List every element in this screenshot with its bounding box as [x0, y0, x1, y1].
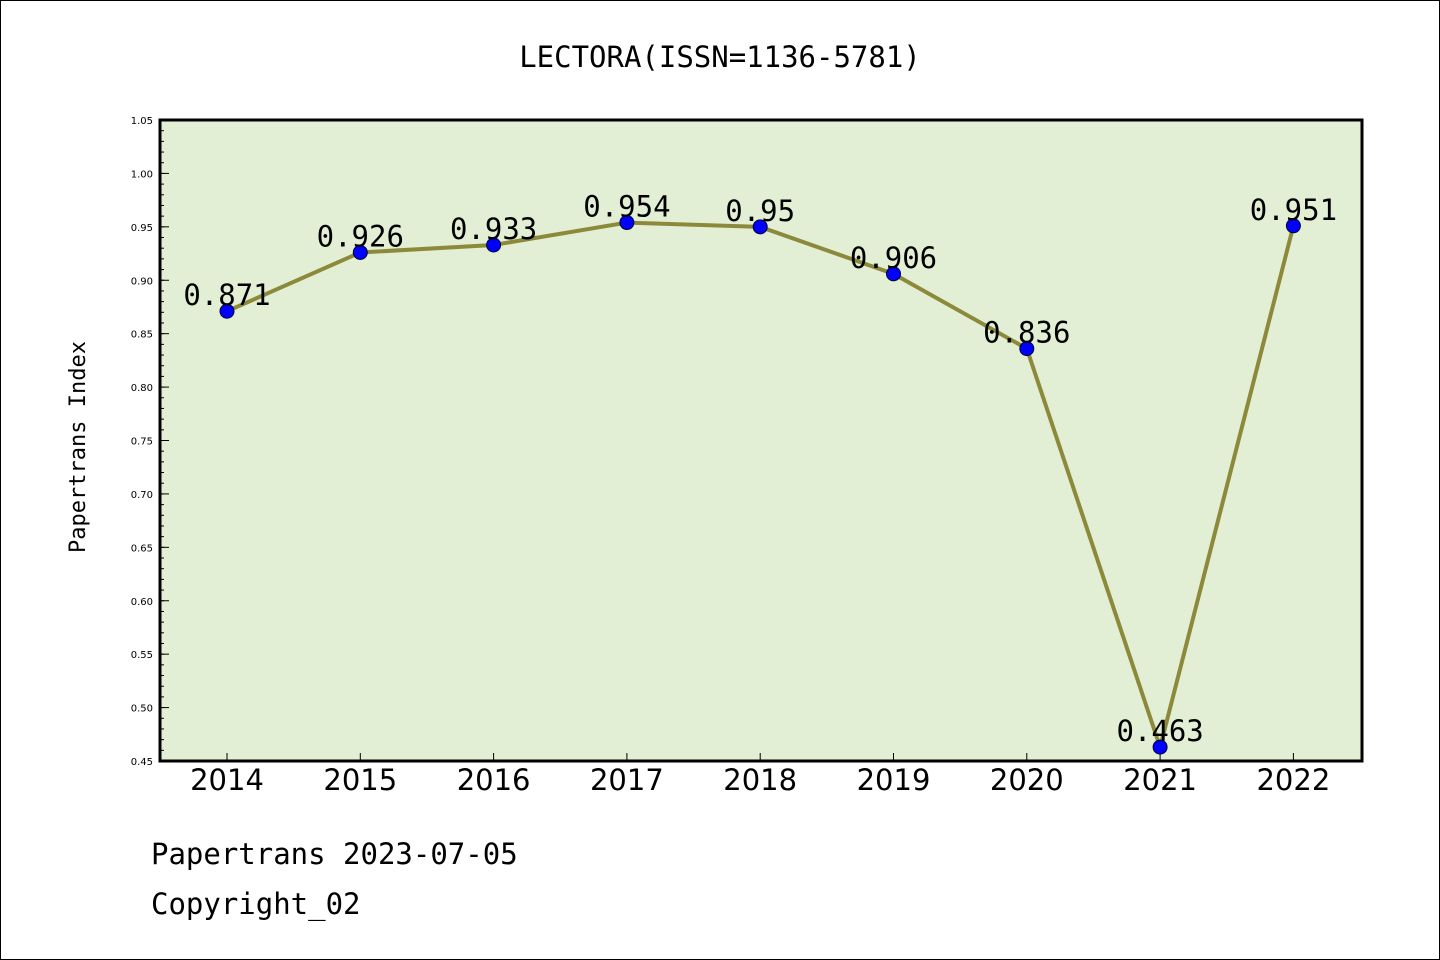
data-label: 0.926 — [317, 219, 404, 253]
x-tick-label: 2021 — [1123, 763, 1197, 797]
data-label: 0.836 — [983, 316, 1070, 350]
data-point — [1152, 739, 1168, 755]
y-tick-label: 0.95 — [131, 223, 153, 234]
data-label: 0.954 — [583, 190, 670, 224]
data-label: 0.906 — [850, 241, 937, 275]
data-label: 0.933 — [450, 212, 537, 246]
footer-date: Papertrans 2023-07-05 — [151, 837, 518, 871]
data-point — [486, 237, 502, 253]
y-tick-label: 0.50 — [131, 704, 153, 715]
y-tick-label: 0.65 — [131, 543, 153, 554]
data-label: 0.463 — [1116, 714, 1203, 748]
x-tick-label: 2018 — [723, 763, 797, 797]
x-tick-label: 2017 — [590, 763, 664, 797]
data-point — [352, 244, 368, 260]
y-tick-label: 0.80 — [131, 383, 153, 394]
x-tick-label: 2020 — [990, 763, 1064, 797]
y-tick-label: 0.85 — [131, 330, 153, 341]
data-labels: 0.871 0.926 0.933 0.954 0.95 0.906 0.836 0.463 0… — [183, 190, 1337, 749]
data-label: 0.951 — [1250, 193, 1337, 227]
y-tick-label: 0.70 — [131, 490, 153, 501]
data-point — [1285, 218, 1301, 234]
y-tick-label: 0.90 — [131, 276, 153, 287]
y-tick-label: 0.55 — [131, 650, 153, 661]
chart-title: LECTORA(ISSN=1136-5781) — [519, 40, 921, 74]
data-point — [1019, 341, 1035, 357]
data-label: 0.871 — [183, 278, 270, 312]
y-tick-label: 0.45 — [131, 757, 153, 768]
y-axis-ticks: 0.45 0.50 0.55 0.60 0.65 0.70 0.75 0.80 0.85 0.90… — [131, 116, 169, 768]
x-axis-ticks: 2014 2015 2016 2017 2018 2019 2020 2021 2022 — [190, 753, 1330, 797]
data-markers — [219, 215, 1301, 755]
x-tick-label: 2019 — [857, 763, 931, 797]
x-tick-label: 2015 — [323, 763, 397, 797]
y-axis-label: Papertrans Index — [66, 341, 91, 553]
data-label: 0.95 — [725, 194, 795, 228]
x-tick-label: 2016 — [457, 763, 531, 797]
x-tick-label: 2022 — [1256, 763, 1330, 797]
footer-copyright: Copyright_02 — [151, 887, 361, 921]
y-tick-label: 1.00 — [131, 169, 153, 180]
x-tick-label: 2014 — [190, 763, 264, 797]
data-point — [752, 219, 768, 235]
y-tick-label: 0.75 — [131, 437, 153, 448]
data-point — [886, 266, 901, 282]
y-tick-label: 1.05 — [131, 116, 153, 127]
y-tick-label: 0.60 — [131, 597, 153, 608]
data-point — [619, 215, 635, 231]
data-point — [219, 303, 235, 319]
